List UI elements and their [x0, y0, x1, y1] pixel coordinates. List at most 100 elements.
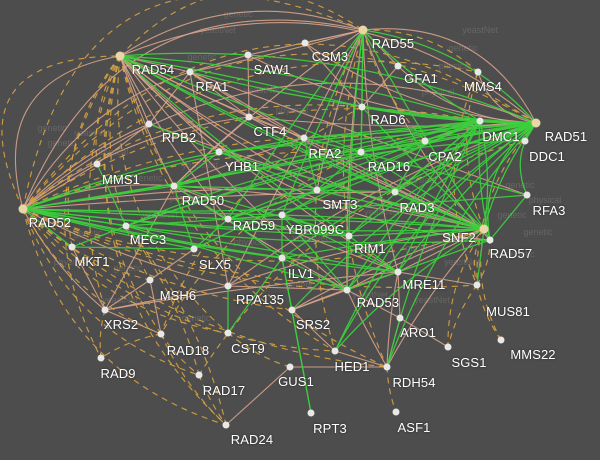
- graph-node-ddc1[interactable]: [521, 137, 529, 145]
- graph-node-rdh54[interactable]: [383, 363, 391, 371]
- graph-node-snf2[interactable]: [479, 224, 489, 234]
- graph-node-label-slx5: SLX5: [198, 257, 232, 272]
- graph-node-cst9[interactable]: [224, 329, 232, 337]
- edge-genetic: [160, 333, 200, 376]
- graph-node-csm3[interactable]: [301, 39, 309, 47]
- edge-physical: [22, 19, 364, 210]
- edge-yeastnet: [173, 185, 229, 220]
- graph-node-mms22[interactable]: [497, 336, 505, 344]
- graph-node-rad59[interactable]: [224, 215, 232, 223]
- graph-node-aro1[interactable]: [396, 314, 404, 322]
- graph-node-rad6[interactable]: [358, 103, 366, 111]
- graph-node-rpt3[interactable]: [307, 409, 315, 417]
- graph-node-label-rad24: RAD24: [230, 432, 274, 447]
- graph-node-cpa2[interactable]: [421, 137, 429, 145]
- graph-node-yhb1[interactable]: [215, 148, 223, 156]
- edge-genetic: [22, 208, 162, 335]
- graph-node-rad9[interactable]: [97, 354, 105, 362]
- graph-node-gfa1[interactable]: [394, 62, 402, 70]
- graph-node-rpb2[interactable]: [145, 120, 153, 128]
- edge-genetic: [476, 239, 491, 286]
- edge-genetic: [22, 108, 481, 210]
- graph-node-saw1[interactable]: [244, 51, 252, 59]
- graph-node-rad53[interactable]: [343, 286, 351, 294]
- graph-node-label-rad59: RAD59: [232, 218, 276, 233]
- edge-physical: [291, 228, 485, 311]
- graph-node-rfa1[interactable]: [186, 68, 194, 76]
- graph-node-srs2[interactable]: [288, 306, 296, 314]
- graph-node-label-rad52: RAD52: [28, 215, 72, 230]
- edge-yeastnet: [96, 163, 127, 227]
- graph-node-rad3[interactable]: [391, 188, 399, 196]
- graph-node-label-yhb1: YHB1: [224, 159, 260, 174]
- edge-genetic: [88, 55, 121, 311]
- graph-node-rpa135[interactable]: [224, 282, 232, 290]
- graph-node-asf1[interactable]: [392, 408, 400, 416]
- edge-genetic: [95, 55, 121, 165]
- graph-node-label-srs2: SRS2: [295, 317, 331, 332]
- edge-yeastnet: [281, 214, 350, 237]
- edge-physical: [189, 71, 528, 196]
- graph-node-rad52[interactable]: [18, 204, 28, 214]
- edge-yeastnet: [119, 55, 481, 122]
- graph-node-ybr099c[interactable]: [278, 211, 286, 219]
- edge-physical: [119, 55, 318, 191]
- graph-node-label-mec3: MEC3: [129, 232, 167, 247]
- graph-node-rad16[interactable]: [357, 148, 365, 156]
- graph-node-slx5[interactable]: [190, 245, 198, 253]
- edge-yeastnet: [22, 208, 195, 250]
- edge-yeastnet: [281, 257, 348, 291]
- graph-node-rfa3[interactable]: [523, 191, 531, 199]
- graph-node-label-rad18: RAD18: [166, 343, 210, 358]
- graph-node-msh6[interactable]: [146, 276, 154, 284]
- graph-node-label-rfa1: RFA1: [195, 79, 229, 94]
- edge-yeastnet: [348, 228, 485, 237]
- graph-node-mec3[interactable]: [122, 222, 130, 230]
- graph-node-rad55[interactable]: [358, 25, 368, 35]
- edge-yeastnet: [218, 120, 481, 153]
- graph-node-label-rpb2: RPB2: [161, 130, 197, 145]
- graph-node-hed1[interactable]: [331, 347, 339, 355]
- edge-yeastnet: [125, 120, 481, 227]
- graph-node-mms4[interactable]: [474, 68, 482, 76]
- edge-yeastnet: [281, 257, 293, 311]
- graph-node-label-hed1: HED1: [334, 359, 370, 374]
- graph-node-sgs1[interactable]: [444, 343, 452, 351]
- graph-node-label-msh6: MSH6: [159, 288, 197, 303]
- graph-node-rad54[interactable]: [115, 51, 125, 61]
- edge-genetic: [104, 55, 227, 426]
- graph-node-rad50[interactable]: [170, 182, 178, 190]
- graph-node-rad51[interactable]: [531, 118, 541, 128]
- edge-yeastnet: [362, 29, 481, 122]
- graph-node-rad57[interactable]: [486, 236, 494, 244]
- graph-node-xrs2[interactable]: [101, 306, 109, 314]
- graph-node-label-gfa1: GFA1: [404, 71, 438, 86]
- graph-node-rad18[interactable]: [157, 330, 165, 338]
- edge-genetic: [160, 333, 227, 426]
- graph-node-rad17[interactable]: [195, 371, 203, 379]
- edge-physical: [104, 309, 162, 335]
- graph-node-label-rpt3: RPT3: [313, 421, 347, 436]
- edge-physical: [291, 289, 348, 311]
- graph-node-ilv1[interactable]: [278, 254, 286, 262]
- graph-node-rad24[interactable]: [222, 421, 230, 429]
- edge-genetic: [22, 208, 348, 291]
- edge-physical: [71, 246, 106, 311]
- graph-node-label-smt3: SMT3: [322, 197, 358, 212]
- graph-node-rim1[interactable]: [345, 232, 353, 240]
- graph-node-gus1[interactable]: [286, 363, 294, 371]
- graph-node-smt3[interactable]: [313, 186, 321, 194]
- edge-physical: [227, 122, 537, 287]
- graph-node-rfa2[interactable]: [300, 134, 308, 142]
- edge-yeastnet: [119, 52, 537, 124]
- graph-node-ctf4[interactable]: [245, 113, 253, 121]
- graph-node-label-mms22: MMS22: [510, 347, 556, 362]
- edge-physical: [173, 116, 250, 187]
- graph-node-mms1[interactable]: [93, 160, 101, 168]
- graph-node-mus81[interactable]: [473, 281, 481, 289]
- edge-yeastnet: [397, 239, 491, 273]
- graph-node-dmc1[interactable]: [476, 117, 484, 125]
- graph-node-mkt1[interactable]: [68, 243, 76, 251]
- graph-node-mre11[interactable]: [394, 268, 402, 276]
